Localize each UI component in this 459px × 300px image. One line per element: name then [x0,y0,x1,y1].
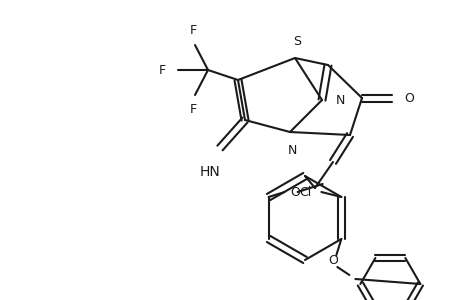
Text: O: O [290,185,300,199]
Text: HN: HN [199,165,220,179]
Text: O: O [403,92,413,104]
Text: O: O [328,254,337,268]
Text: S: S [292,35,300,48]
Text: F: F [189,24,196,37]
Text: Cl: Cl [298,185,311,199]
Text: F: F [158,64,166,76]
Text: N: N [335,94,345,106]
Text: N: N [287,144,296,157]
Text: F: F [189,103,196,116]
